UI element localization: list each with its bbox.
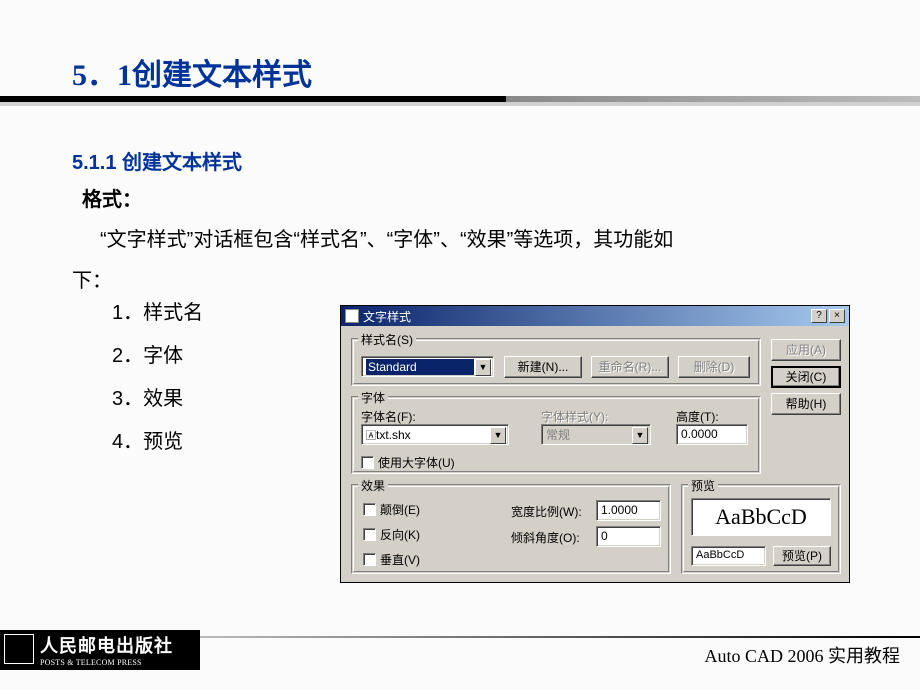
checkbox-icon[interactable] — [363, 503, 376, 516]
bigfont-checkbox[interactable]: 使用大字体(U) — [361, 454, 455, 471]
description-line-2: 下： — [72, 264, 112, 293]
list-item: 3．效果 — [112, 382, 203, 411]
dialog-titlebar[interactable]: 文字样式 ? × — [341, 306, 849, 326]
description-line-1: “文字样式”对话框包含“样式名”、“字体”、“效果”等选项，其功能如 — [100, 223, 673, 252]
checkbox-icon[interactable] — [361, 456, 374, 469]
preview-button[interactable]: 预览(P) — [773, 546, 831, 566]
font-group-label: 字体 — [358, 389, 388, 406]
font-name-combo[interactable]: 🄰 txt.shx ▼ — [361, 424, 509, 445]
style-name-value: Standard — [366, 359, 474, 375]
list-item: 2．字体 — [112, 339, 203, 368]
chevron-down-icon: ▼ — [632, 427, 648, 444]
oblique-angle-input[interactable]: 0 — [596, 526, 661, 547]
chevron-down-icon[interactable]: ▼ — [475, 359, 491, 376]
bigfont-label: 使用大字体(U) — [378, 454, 455, 471]
oblique-angle-label: 倾斜角度(O): — [511, 529, 580, 546]
format-label: 格式： — [82, 183, 142, 212]
footer-text: Auto CAD 2006 实用教程 — [704, 642, 900, 668]
preview-input[interactable]: AaBbCcD — [691, 546, 766, 566]
publisher-icon — [4, 634, 34, 664]
section-title: 5.1.1 创建文本样式 — [72, 146, 242, 175]
vertical-checkbox[interactable]: 垂直(V) — [363, 551, 420, 568]
publisher-logo: 人民邮电出版社 POSTS & TELECOM PRESS — [0, 630, 200, 670]
app-icon — [345, 309, 359, 323]
height-label: 高度(T): — [676, 408, 719, 425]
rename-button: 重命名(R)... — [591, 356, 669, 378]
new-button[interactable]: 新建(N)... — [504, 356, 582, 378]
delete-button: 删除(D) — [678, 356, 750, 378]
width-factor-input[interactable]: 1.0000 — [596, 500, 661, 521]
list-item: 4．预览 — [112, 425, 203, 454]
chevron-down-icon[interactable]: ▼ — [490, 427, 506, 444]
footer-line — [200, 636, 920, 638]
vertical-label: 垂直(V) — [380, 551, 420, 568]
font-style-label: 字体样式(Y): — [541, 408, 608, 425]
font-name-label: 字体名(F): — [361, 408, 416, 425]
dialog-title-text: 文字样式 — [363, 308, 411, 325]
upside-label: 颠倒(E) — [380, 501, 420, 518]
apply-button: 应用(A) — [771, 339, 841, 361]
help-button[interactable]: 帮助(H) — [771, 393, 841, 415]
slide-title: 5．1创建文本样式 — [72, 50, 312, 94]
checkbox-icon[interactable] — [363, 528, 376, 541]
title-underline — [0, 96, 920, 106]
style-name-combo[interactable]: Standard ▼ — [361, 356, 494, 377]
preview-group-label: 预览 — [688, 477, 718, 494]
publisher-name-cn: 人民邮电出版社 — [40, 632, 196, 658]
upside-down-checkbox[interactable]: 颠倒(E) — [363, 501, 420, 518]
style-name-group-label: 样式名(S) — [358, 331, 416, 348]
preview-display: AaBbCcD — [691, 498, 831, 536]
backwards-checkbox[interactable]: 反向(K) — [363, 526, 420, 543]
list-item: 1．样式名 — [112, 296, 203, 325]
publisher-name-en: POSTS & TELECOM PRESS — [40, 658, 196, 667]
backwards-label: 反向(K) — [380, 526, 420, 543]
checkbox-icon[interactable] — [363, 553, 376, 566]
font-name-value: txt.shx — [376, 428, 411, 442]
text-style-dialog: 文字样式 ? × 样式名(S) Standard ▼ 新建(N)... 重命名(… — [340, 305, 850, 583]
close-button[interactable]: 关闭(C) — [771, 366, 841, 388]
effects-group-label: 效果 — [358, 477, 388, 494]
close-icon[interactable]: × — [829, 309, 845, 323]
width-factor-label: 宽度比例(W): — [511, 503, 582, 520]
height-input[interactable]: 0.0000 — [676, 424, 748, 445]
font-style-combo: 常规 ▼ — [541, 424, 651, 445]
help-icon[interactable]: ? — [811, 309, 827, 323]
numbered-list: 1．样式名 2．字体 3．效果 4．预览 — [112, 296, 203, 468]
font-style-value: 常规 — [546, 426, 570, 443]
